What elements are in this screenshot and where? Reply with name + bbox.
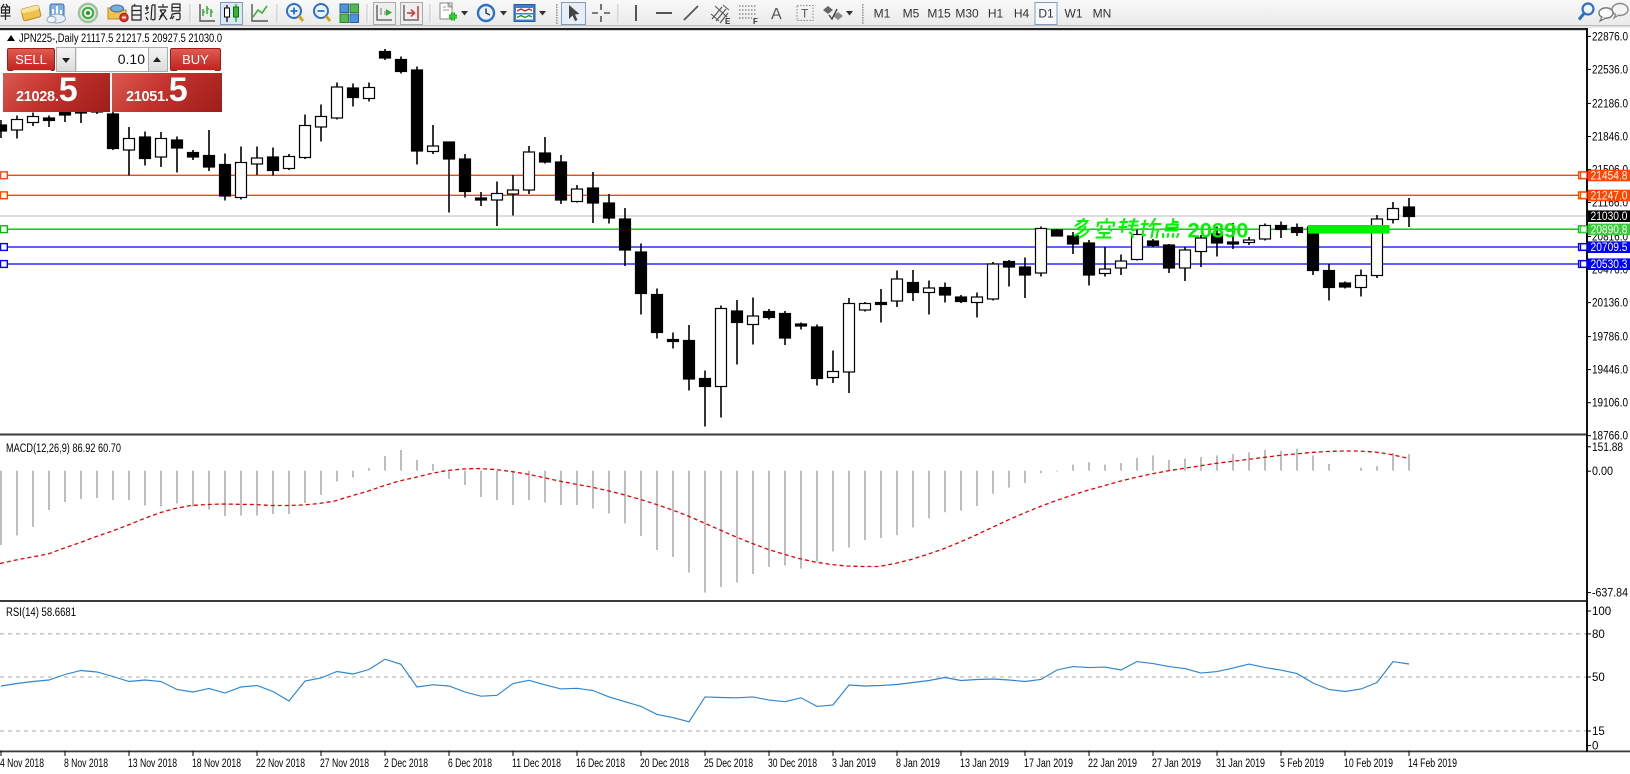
svg-text:-637.84: -637.84 <box>1592 588 1629 600</box>
svg-text:27 Jan 2019: 27 Jan 2019 <box>1152 758 1201 770</box>
svg-text:21846.0: 21846.0 <box>1592 132 1628 144</box>
svg-text:19106.0: 19106.0 <box>1592 398 1628 410</box>
svg-text:JPN225-,Daily 21117.5 21217.5: JPN225-,Daily 21117.5 21217.5 20927.5 21… <box>19 31 222 45</box>
svg-text:H4: H4 <box>1014 7 1030 21</box>
svg-text:M1: M1 <box>874 7 891 21</box>
svg-text:22 Jan 2019: 22 Jan 2019 <box>1088 758 1137 770</box>
svg-text:19446.0: 19446.0 <box>1592 365 1628 377</box>
svg-text:M15: M15 <box>927 7 951 21</box>
svg-text:20 Dec 2018: 20 Dec 2018 <box>640 758 689 770</box>
svg-text:10 Feb 2019: 10 Feb 2019 <box>1344 758 1393 770</box>
svg-text:19786.0: 19786.0 <box>1592 332 1628 344</box>
svg-text:18 Nov 2018: 18 Nov 2018 <box>192 758 241 770</box>
svg-text:T: T <box>801 7 809 21</box>
svg-text:16 Dec 2018: 16 Dec 2018 <box>576 758 625 770</box>
svg-text:3 Jan 2019: 3 Jan 2019 <box>832 758 876 770</box>
svg-text:11 Dec 2018: 11 Dec 2018 <box>512 758 561 770</box>
svg-text:22876.0: 22876.0 <box>1592 31 1628 43</box>
svg-text:22186.0: 22186.0 <box>1592 98 1628 110</box>
svg-text:15: 15 <box>1592 726 1605 738</box>
svg-text:H1: H1 <box>988 7 1004 21</box>
svg-text:80: 80 <box>1592 629 1605 641</box>
svg-text:20136.0: 20136.0 <box>1592 298 1628 310</box>
svg-text:RSI(14) 58.6681: RSI(14) 58.6681 <box>6 607 76 619</box>
svg-text:18766.0: 18766.0 <box>1592 431 1628 443</box>
svg-text:21247.0: 21247.0 <box>1591 191 1628 203</box>
svg-text:22536.0: 22536.0 <box>1592 64 1628 76</box>
svg-text:M5: M5 <box>903 7 920 21</box>
svg-text:F: F <box>753 17 758 26</box>
svg-text:6 Dec 2018: 6 Dec 2018 <box>448 758 492 770</box>
svg-text:0: 0 <box>1592 741 1598 753</box>
svg-text:MN: MN <box>1093 7 1112 21</box>
svg-text:14 Feb 2019: 14 Feb 2019 <box>1408 758 1457 770</box>
svg-text:E: E <box>725 17 731 26</box>
svg-text:13 Nov 2018: 13 Nov 2018 <box>128 758 177 770</box>
svg-text:22 Nov 2018: 22 Nov 2018 <box>256 758 305 770</box>
svg-text:A: A <box>771 6 782 23</box>
svg-text:8 Nov 2018: 8 Nov 2018 <box>64 758 108 770</box>
svg-text:M30: M30 <box>955 7 979 21</box>
svg-text:8 Jan 2019: 8 Jan 2019 <box>896 758 940 770</box>
svg-text:50: 50 <box>1592 672 1605 684</box>
svg-text:W1: W1 <box>1065 7 1083 21</box>
svg-text:27 Nov 2018: 27 Nov 2018 <box>320 758 369 770</box>
svg-text:17 Jan 2019: 17 Jan 2019 <box>1024 758 1073 770</box>
svg-text:5 Feb 2019: 5 Feb 2019 <box>1280 758 1324 770</box>
svg-text:31 Jan 2019: 31 Jan 2019 <box>1216 758 1265 770</box>
svg-text:20890.8: 20890.8 <box>1591 224 1628 236</box>
svg-text:4 Nov 2018: 4 Nov 2018 <box>0 758 44 770</box>
svg-text:20890: 20890 <box>1188 219 1249 243</box>
svg-text:2 Dec 2018: 2 Dec 2018 <box>384 758 428 770</box>
svg-text:21030.0: 21030.0 <box>1591 211 1628 223</box>
svg-text:20709.5: 20709.5 <box>1591 242 1628 254</box>
svg-text:0.00: 0.00 <box>1592 466 1613 478</box>
svg-text:13 Jan 2019: 13 Jan 2019 <box>960 758 1009 770</box>
svg-text:30 Dec 2018: 30 Dec 2018 <box>768 758 817 770</box>
svg-text:151.88: 151.88 <box>1592 442 1623 454</box>
svg-text:100: 100 <box>1592 606 1611 618</box>
svg-text:MACD(12,26,9) 86.92 60.70: MACD(12,26,9) 86.92 60.70 <box>6 443 121 455</box>
svg-text:21454.8: 21454.8 <box>1591 171 1628 183</box>
svg-text:20530.3: 20530.3 <box>1591 259 1628 271</box>
svg-text:D1: D1 <box>1038 7 1054 21</box>
svg-text:25 Dec 2018: 25 Dec 2018 <box>704 758 753 770</box>
